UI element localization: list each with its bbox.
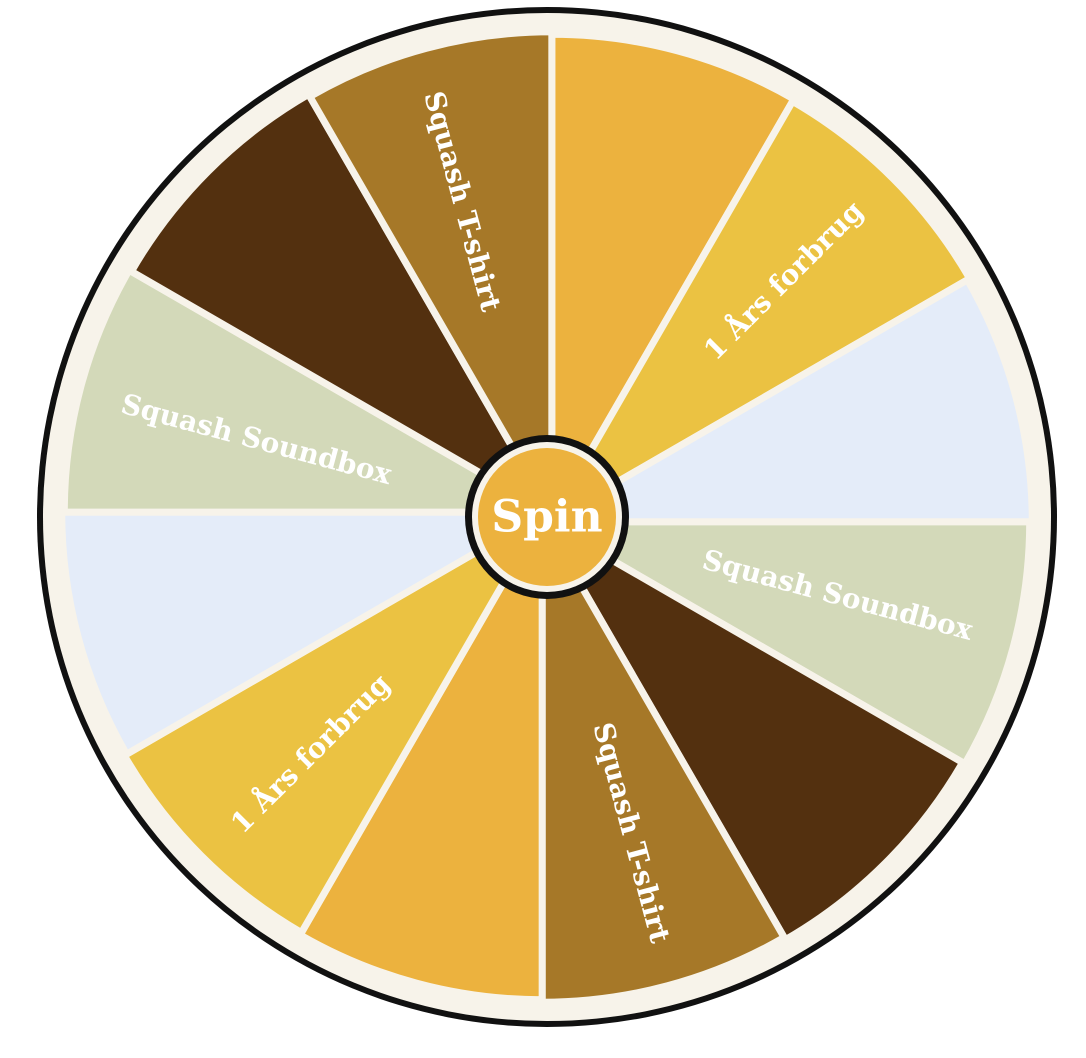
wheel-slice [542,518,1034,768]
wheel-slice [60,266,552,516]
wheel-slice [544,276,1036,526]
spin-button-face [478,448,616,586]
wheel-slice [296,512,546,1004]
wheel-slice [548,30,798,522]
wheel-slice [58,508,550,758]
wheel-slice [120,509,547,937]
wheel-slice [547,97,974,525]
wheel-slice [538,514,788,1006]
wheel-slices [58,28,1036,1006]
wheel-slice [539,517,967,944]
spin-button-label: Spin [491,492,602,543]
wheel-slice [127,90,555,517]
spin-button[interactable]: Spin [465,435,629,599]
wheel-slice [306,28,556,520]
